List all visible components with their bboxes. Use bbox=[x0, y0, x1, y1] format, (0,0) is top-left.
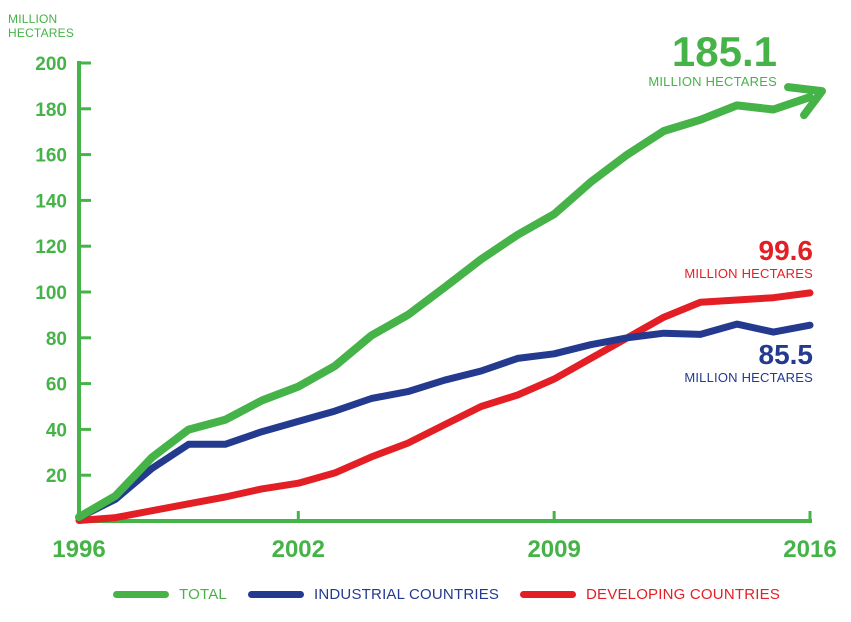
y-tick-label: 100 bbox=[35, 283, 67, 304]
legend-label-total: TOTAL bbox=[179, 586, 227, 603]
data-point-developing bbox=[334, 472, 336, 474]
data-point-total bbox=[78, 516, 80, 518]
data-point-total bbox=[444, 286, 445, 288]
data-point-total bbox=[663, 130, 665, 132]
data-point-developing bbox=[297, 482, 299, 484]
developing-annotation-unit: MILLION HECTARES bbox=[684, 266, 813, 281]
x-tick-label: 2009 bbox=[527, 536, 580, 563]
y-tick-label: 180 bbox=[35, 100, 67, 121]
data-point-total bbox=[261, 400, 263, 401]
data-point-developing bbox=[736, 299, 738, 301]
data-point-total bbox=[736, 104, 738, 106]
data-point-developing bbox=[224, 496, 226, 498]
data-point-developing bbox=[261, 488, 263, 490]
data-point-developing bbox=[809, 292, 811, 294]
series-line-total bbox=[75, 93, 814, 522]
data-point-industrial bbox=[444, 379, 445, 381]
data-point-industrial bbox=[517, 357, 519, 359]
data-point-industrial bbox=[699, 333, 701, 335]
legend-item-total: TOTAL bbox=[113, 586, 227, 603]
data-point-total bbox=[626, 154, 628, 156]
y-tick-label: 80 bbox=[46, 329, 67, 350]
data-point-industrial bbox=[480, 370, 482, 372]
data-point-total bbox=[115, 495, 117, 497]
y-tick-label: 160 bbox=[35, 146, 67, 167]
data-point-industrial bbox=[736, 323, 738, 325]
data-point-total bbox=[334, 365, 336, 367]
legend-swatch-total bbox=[113, 591, 169, 598]
data-point-industrial bbox=[772, 331, 774, 333]
data-point-developing bbox=[370, 456, 372, 458]
data-point-total bbox=[151, 456, 153, 458]
data-point-industrial bbox=[590, 344, 592, 346]
y-tick-label: 200 bbox=[35, 54, 67, 75]
data-point-total bbox=[480, 258, 482, 260]
y-tick-label: 120 bbox=[35, 237, 67, 258]
data-point-developing bbox=[663, 316, 665, 318]
y-axis-unit-label: MILLION HECTARES bbox=[8, 12, 75, 40]
data-point-developing bbox=[772, 297, 774, 299]
data-point-developing bbox=[151, 510, 153, 512]
developing-annotation-value: 99.6 bbox=[758, 235, 814, 266]
data-point-total bbox=[188, 429, 190, 431]
y-tick-label: 40 bbox=[46, 420, 67, 441]
data-point-total bbox=[699, 119, 701, 121]
data-point-industrial bbox=[151, 467, 153, 469]
series-layer bbox=[75, 83, 826, 524]
total-annotation-unit: MILLION HECTARES bbox=[648, 74, 777, 89]
data-point-developing bbox=[444, 424, 445, 426]
data-point-developing bbox=[188, 503, 190, 505]
legend-swatch-developing bbox=[520, 591, 576, 598]
legend: TOTAL INDUSTRIAL COUNTRIES DEVELOPING CO… bbox=[0, 586, 851, 612]
x-tick-label: 2016 bbox=[783, 536, 836, 563]
data-point-total bbox=[370, 335, 372, 336]
data-point-industrial bbox=[188, 443, 190, 445]
data-point-developing bbox=[699, 301, 701, 303]
data-point-industrial bbox=[224, 443, 226, 445]
data-point-developing bbox=[590, 357, 592, 359]
series-line-developing bbox=[75, 289, 814, 524]
x-tick-label: 2002 bbox=[272, 536, 325, 563]
total-annotation: 185.1 MILLION HECTARES bbox=[648, 28, 777, 90]
total-arrowhead bbox=[784, 83, 826, 120]
data-point-industrial bbox=[334, 410, 336, 412]
data-point-total bbox=[517, 234, 519, 236]
total-annotation-value: 185.1 bbox=[671, 28, 777, 75]
data-point-developing bbox=[115, 517, 117, 519]
data-point-industrial bbox=[626, 337, 628, 339]
data-point-developing bbox=[553, 378, 555, 380]
data-point-total bbox=[809, 96, 811, 98]
data-point-developing bbox=[480, 406, 482, 407]
industrial-annotation-unit: MILLION HECTARES bbox=[684, 370, 813, 385]
industrial-annotation: 85.5 MILLION HECTARES bbox=[684, 339, 814, 386]
developing-annotation: 99.6 MILLION HECTARES bbox=[684, 235, 814, 282]
y-tick-label: 20 bbox=[46, 466, 67, 487]
y-tick-label: 60 bbox=[46, 375, 67, 396]
data-point-total bbox=[590, 181, 592, 183]
data-point-total bbox=[553, 213, 555, 215]
legend-item-industrial: INDUSTRIAL COUNTRIES bbox=[248, 586, 499, 603]
axes: 20 40 60 80 100 120 140 160 180 200 1996 2002 2009 20… bbox=[35, 54, 836, 563]
data-point-total bbox=[772, 109, 774, 110]
y-tick-label: 140 bbox=[35, 191, 67, 212]
legend-label-developing: DEVELOPING COUNTRIES bbox=[586, 586, 781, 603]
data-point-industrial bbox=[553, 353, 555, 355]
legend-item-developing: DEVELOPING COUNTRIES bbox=[520, 586, 780, 603]
data-point-total bbox=[297, 386, 299, 388]
data-point-total bbox=[407, 314, 409, 316]
data-point-industrial bbox=[407, 391, 409, 393]
data-point-industrial bbox=[261, 431, 263, 433]
legend-label-industrial: INDUSTRIAL COUNTRIES bbox=[314, 586, 500, 603]
data-point-industrial bbox=[297, 420, 299, 422]
data-point-total bbox=[224, 419, 226, 421]
data-point-developing bbox=[407, 442, 409, 444]
industrial-annotation-value: 85.5 bbox=[758, 339, 814, 370]
x-tick-label: 1996 bbox=[52, 536, 105, 563]
data-point-industrial bbox=[809, 324, 811, 326]
data-point-industrial bbox=[370, 398, 372, 399]
legend-swatch-industrial bbox=[248, 591, 304, 598]
data-point-industrial bbox=[663, 332, 665, 334]
data-point-developing bbox=[517, 394, 519, 396]
